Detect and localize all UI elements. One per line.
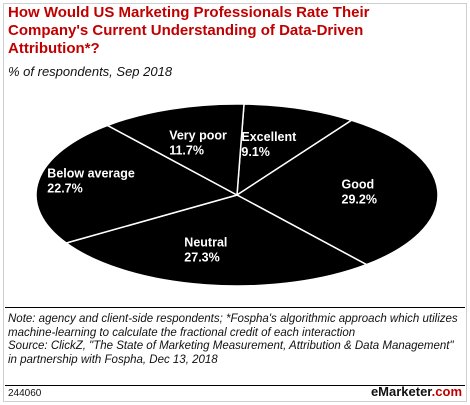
slice-category: Below average	[47, 167, 135, 181]
slice-excellent	[236, 103, 354, 197]
slice-label-very-poor: Very poor 11.7%	[169, 128, 227, 157]
source-text: Source: ClickZ, "The State of Marketing …	[8, 340, 454, 366]
slice-category: Good	[342, 177, 375, 191]
logo-prefix: e	[370, 384, 379, 399]
top-rule	[5, 307, 465, 308]
slice-good	[235, 119, 439, 266]
chart-subtitle: % of respondents, Sep 2018	[8, 64, 173, 79]
slice-label-excellent: Excellent 9.1%	[241, 130, 297, 159]
pie-labels: Excellent 9.1% Good 29.2% Neutral 27.3% Below …	[47, 128, 377, 264]
slice-very-poor	[105, 103, 245, 197]
slice-category: Neutral	[184, 236, 227, 250]
chart-id: 244060	[8, 388, 42, 399]
note-text: Note: agency and client-side respondents…	[8, 313, 458, 339]
slice-value: 27.3%	[184, 251, 219, 265]
chart-title: How Would US Marketing Professionals Rat…	[8, 4, 370, 57]
slice-label-good: Good 29.2%	[342, 177, 377, 206]
slice-category: Very poor	[169, 128, 227, 142]
chart-frame	[3, 3, 467, 402]
slice-value: 22.7%	[47, 182, 82, 196]
logo-name: Marketer	[378, 384, 432, 399]
pie-chart: Excellent 9.1% Good 29.2% Neutral 27.3% Below …	[35, 103, 439, 287]
slice-category: Excellent	[241, 130, 297, 144]
slice-label-neutral: Neutral 27.3%	[184, 236, 227, 265]
notes-block: Note: agency and client-side respondents…	[8, 313, 464, 367]
slice-label-below-average: Below average 22.7%	[47, 167, 135, 196]
emarketer-logo: eMarketer.com	[371, 384, 462, 399]
pie-slices	[35, 103, 439, 287]
slice-value: 11.7%	[169, 143, 204, 157]
slice-below-average	[35, 124, 239, 244]
slice-value: 9.1%	[241, 145, 270, 159]
slice-value: 29.2%	[342, 192, 377, 206]
bottom-rule	[5, 385, 465, 386]
slice-neutral	[64, 194, 369, 287]
logo-suffix: .com	[431, 384, 462, 399]
